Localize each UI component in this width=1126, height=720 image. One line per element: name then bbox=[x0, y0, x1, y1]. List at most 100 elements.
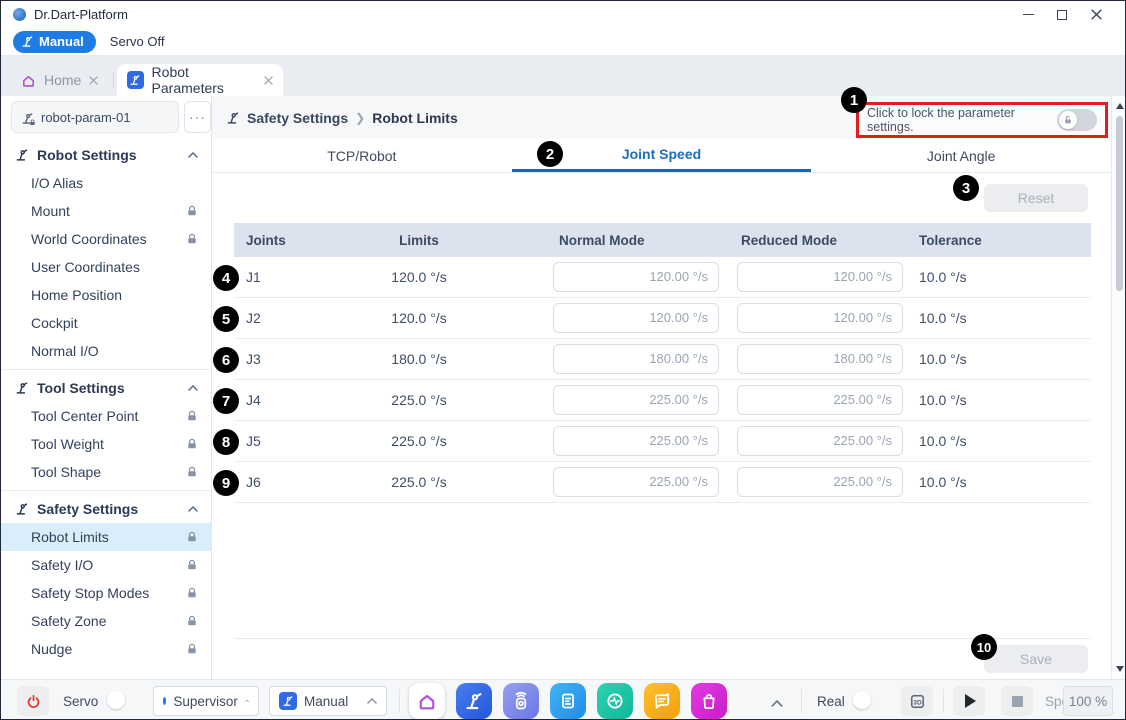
real-mode-label: Real bbox=[817, 694, 845, 709]
stop-button[interactable] bbox=[1001, 686, 1033, 716]
close-tab-icon[interactable] bbox=[89, 76, 98, 85]
tab-joint-speed[interactable]: Joint Speed bbox=[511, 139, 812, 172]
sidebar-item-safety-stop-modes[interactable]: Safety Stop Modes bbox=[1, 579, 212, 607]
sidebar-item-tool-center-point[interactable]: Tool Center Point bbox=[1, 402, 212, 430]
chevron-up-icon bbox=[188, 385, 198, 391]
close-tab-icon[interactable] bbox=[264, 76, 273, 85]
sidebar-section-robot-settings[interactable]: Robot Settings bbox=[1, 141, 212, 169]
normal-mode-input[interactable]: 180.00 °/s bbox=[553, 344, 719, 374]
tab-home[interactable]: Home bbox=[11, 64, 108, 96]
play-icon bbox=[965, 694, 976, 708]
sidebar-item-io-alias[interactable]: I/O Alias bbox=[31, 175, 84, 191]
robot-arm-icon bbox=[15, 148, 29, 162]
parameter-lock-toggle[interactable] bbox=[1057, 109, 1097, 131]
reset-button[interactable]: Reset bbox=[984, 184, 1088, 212]
joint-label: J2 bbox=[246, 310, 261, 326]
manual-mode-icon bbox=[279, 692, 297, 710]
sidebar-item-home-position[interactable]: Home Position bbox=[31, 287, 123, 303]
chevron-up-icon bbox=[188, 506, 198, 512]
sidebar-item-nudge[interactable]: Nudge bbox=[1, 635, 212, 663]
dock-collapse-chevron-icon[interactable] bbox=[771, 694, 783, 712]
dock-robot-settings-icon[interactable] bbox=[456, 683, 492, 719]
tab-robot-parameters[interactable]: Robot Parameters bbox=[117, 64, 283, 96]
joint-label: J6 bbox=[246, 474, 261, 490]
sidebar-section-tool-settings[interactable]: Tool Settings bbox=[1, 374, 212, 402]
limit-value: 180.0 °/s bbox=[391, 351, 447, 367]
minimize-button[interactable] bbox=[1011, 3, 1045, 27]
sidebar-section-safety-settings[interactable]: Safety Settings bbox=[1, 495, 212, 523]
speed-value[interactable]: 100 % bbox=[1063, 686, 1113, 716]
sidebar-item-robot-limits[interactable]: Robot Limits bbox=[1, 523, 212, 551]
operation-mode-select[interactable]: Manual bbox=[269, 686, 387, 716]
robot-parameters-icon bbox=[127, 71, 144, 89]
normal-mode-input[interactable]: 120.00 °/s bbox=[553, 262, 719, 292]
reduced-mode-input[interactable]: 180.00 °/s bbox=[737, 344, 903, 374]
lock-icon bbox=[186, 205, 198, 217]
annotation-badge-4: 4 bbox=[213, 265, 239, 291]
reduced-mode-input[interactable]: 225.00 °/s bbox=[737, 467, 903, 497]
table-row-j6: J6 225.0 °/s 225.00 °/s 225.00 °/s 10.0 … bbox=[234, 462, 1091, 503]
maximize-button[interactable] bbox=[1045, 3, 1079, 27]
reduced-mode-input[interactable]: 120.00 °/s bbox=[737, 303, 903, 333]
chevron-up-icon bbox=[367, 698, 377, 704]
simulator-3d-button[interactable] bbox=[901, 686, 933, 716]
sidebar-item-world-coordinates[interactable]: World Coordinates bbox=[1, 225, 212, 253]
dock-monitoring-icon[interactable] bbox=[597, 683, 633, 719]
save-button[interactable]: Save bbox=[984, 645, 1088, 673]
table-row-j3: J3 180.0 °/s 180.00 °/s 180.00 °/s 10.0 … bbox=[234, 339, 1091, 380]
breadcrumb-separator: ❯ bbox=[355, 110, 366, 125]
lock-icon bbox=[186, 587, 198, 599]
tab-joint-angle[interactable]: Joint Angle bbox=[926, 147, 996, 164]
sidebar-param-name[interactable]: robot-param-01 bbox=[11, 101, 179, 133]
normal-mode-input[interactable]: 120.00 °/s bbox=[553, 303, 719, 333]
tolerance-value: 10.0 °/s bbox=[919, 474, 967, 490]
tab-tcp-robot[interactable]: TCP/Robot bbox=[327, 147, 397, 164]
sidebar-item-tool-shape[interactable]: Tool Shape bbox=[1, 458, 212, 486]
annotation-badge-7: 7 bbox=[213, 388, 239, 414]
lock-icon bbox=[186, 615, 198, 627]
play-button[interactable] bbox=[953, 686, 985, 716]
sidebar-item-mount[interactable]: Mount bbox=[1, 197, 212, 225]
lock-icon bbox=[186, 531, 198, 543]
vertical-scrollbar[interactable] bbox=[1111, 96, 1125, 679]
sidebar-item-tool-weight[interactable]: Tool Weight bbox=[1, 430, 212, 458]
divider bbox=[801, 689, 802, 713]
sidebar-nav: Robot Settings I/O Alias Mount World Coo… bbox=[1, 141, 212, 663]
app-logo-icon bbox=[13, 8, 26, 21]
close-button[interactable] bbox=[1079, 3, 1113, 27]
sidebar-more-button[interactable]: ··· bbox=[184, 101, 211, 133]
table-row-j2: J2 120.0 °/s 120.00 °/s 120.00 °/s 10.0 … bbox=[234, 298, 1091, 339]
reduced-mode-input[interactable]: 120.00 °/s bbox=[737, 262, 903, 292]
scroll-up-arrow-icon[interactable] bbox=[1116, 103, 1124, 109]
sidebar-item-safety-zone[interactable]: Safety Zone bbox=[1, 607, 212, 635]
sidebar-item-normal-io[interactable]: Normal I/O bbox=[31, 343, 99, 359]
normal-mode-input[interactable]: 225.00 °/s bbox=[553, 467, 719, 497]
dock-home-icon[interactable] bbox=[409, 683, 445, 719]
normal-mode-input[interactable]: 225.00 °/s bbox=[553, 385, 719, 415]
scrollbar-thumb[interactable] bbox=[1116, 116, 1123, 291]
sidebar-item-cockpit[interactable]: Cockpit bbox=[31, 315, 78, 331]
lock-icon bbox=[186, 233, 198, 245]
dock-task-editor-icon[interactable] bbox=[550, 683, 586, 719]
limit-value: 120.0 °/s bbox=[391, 269, 447, 285]
normal-mode-input[interactable]: 225.00 °/s bbox=[553, 426, 719, 456]
role-select[interactable]: Supervisor bbox=[153, 686, 259, 716]
title-bar: Dr.Dart-Platform bbox=[1, 1, 1125, 28]
reduced-mode-input[interactable]: 225.00 °/s bbox=[737, 426, 903, 456]
dock-store-icon[interactable] bbox=[691, 683, 727, 719]
mode-indicator-button[interactable]: Manual bbox=[13, 30, 96, 53]
footer-bar: Servo Supervisor Manual Real Speed 100 % bbox=[1, 679, 1125, 719]
scroll-down-arrow-icon[interactable] bbox=[1116, 666, 1124, 672]
dock-log-icon[interactable] bbox=[644, 683, 680, 719]
power-button[interactable] bbox=[17, 686, 49, 716]
document-tab-strip: Home Robot Parameters bbox=[1, 56, 1125, 96]
joint-label: J1 bbox=[246, 269, 261, 285]
dock-jog-pendant-icon[interactable] bbox=[503, 683, 539, 719]
sidebar-item-safety-io[interactable]: Safety I/O bbox=[1, 551, 212, 579]
lock-icon bbox=[186, 559, 198, 571]
breadcrumb-section[interactable]: Safety Settings bbox=[247, 109, 349, 126]
reduced-mode-input[interactable]: 225.00 °/s bbox=[737, 385, 903, 415]
sidebar-item-user-coordinates[interactable]: User Coordinates bbox=[31, 259, 140, 275]
annotation-badge-10: 10 bbox=[971, 634, 997, 660]
